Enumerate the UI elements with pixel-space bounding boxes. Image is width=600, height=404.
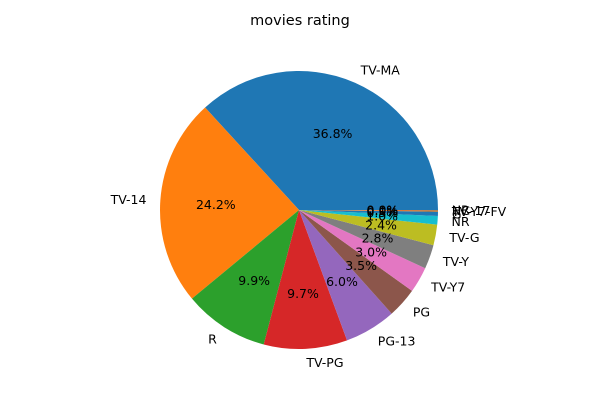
- slice-percent-label-tv-pg: 9.7%: [287, 286, 319, 301]
- slice-percent-label-tv-y: 2.8%: [362, 231, 394, 246]
- slice-category-label-tv-y: TV-Y: [442, 254, 469, 269]
- slice-category-label-r: R: [208, 331, 217, 346]
- slice-category-label-tv-ma: TV-MA: [360, 63, 401, 78]
- slice-percent-label-r: 9.9%: [238, 273, 270, 288]
- slice-percent-label-ur: 0.0%: [367, 203, 399, 218]
- slice-category-label-tv-pg: TV-PG: [305, 355, 343, 370]
- slice-category-label-ur: UR: [452, 203, 470, 218]
- chart-title: movies rating: [0, 13, 600, 29]
- slice-category-label-tv-y7: TV-Y7: [430, 279, 465, 294]
- slice-category-label-pg-13: PG-13: [378, 334, 416, 349]
- slice-percent-label-pg: 3.5%: [345, 258, 377, 273]
- slice-percent-label-tv-y7: 3.0%: [355, 244, 387, 259]
- slice-category-label-tv-14: TV-14: [110, 192, 147, 207]
- slice-percent-label-tv-14: 24.2%: [196, 197, 236, 212]
- slice-percent-label-pg-13: 6.0%: [326, 274, 358, 289]
- slice-category-label-pg: PG: [413, 305, 430, 320]
- slice-percent-label-tv-ma: 36.8%: [313, 126, 353, 141]
- slice-category-label-tv-g: TV-G: [448, 230, 479, 245]
